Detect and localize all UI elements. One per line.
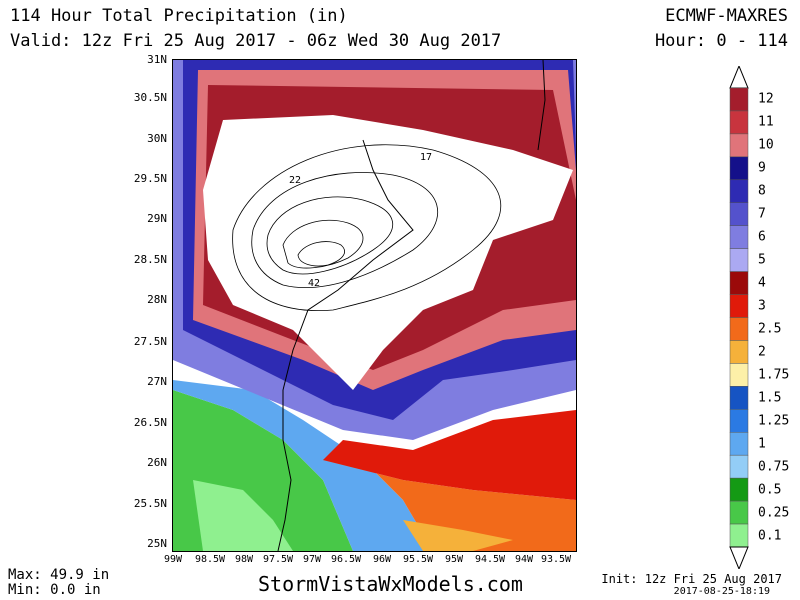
coastline: [277, 139, 414, 551]
colorbar-label: 0.1: [758, 528, 782, 544]
lon-label: 96.5W: [330, 554, 362, 565]
colorbar-swatch: [729, 363, 749, 387]
lon-label: 97.5W: [262, 554, 294, 565]
map-title: 114 Hour Total Precipitation (in): [10, 6, 348, 26]
lat-label: 27N: [147, 375, 167, 388]
lat-label: 29N: [147, 212, 167, 225]
lon-label: 99W: [163, 554, 183, 565]
site-watermark: StormVistaWxModels.com: [258, 572, 523, 596]
max-value: Max: 49.9 in: [8, 567, 110, 583]
colorbar-swatch: [729, 179, 749, 204]
colorbar-label: 1.25: [758, 413, 790, 429]
lat-label: 26N: [147, 456, 167, 469]
colorbar-swatch: [729, 500, 749, 525]
colorbar-label: 5: [758, 252, 766, 268]
colorbar-swatch: [729, 294, 749, 318]
colorbar-swatch: [729, 477, 749, 502]
lon-label: 96W: [372, 554, 392, 565]
lon-label: 94W: [514, 554, 534, 565]
colorbar-swatch: [729, 317, 749, 341]
colorbar-swatch: [729, 409, 749, 433]
lon-label: 95W: [444, 554, 464, 565]
orange-zone: [323, 460, 576, 551]
lon-label: 95.5W: [402, 554, 434, 565]
lat-label: 31N: [147, 53, 167, 66]
colorbar-swatch: [729, 225, 749, 249]
colorbar-label: 7: [758, 206, 766, 222]
colorbar-swatch: [729, 271, 749, 295]
lon-label: 93.5W: [540, 554, 572, 565]
lat-label: 27.5N: [133, 335, 167, 348]
colorbar-label: 3: [758, 298, 766, 314]
blue-zone: [173, 380, 433, 551]
lon-label: 98W: [234, 554, 254, 565]
contour-label-22: 22: [289, 175, 301, 186]
forecast-hour-range: Hour: 0 - 114: [654, 31, 788, 51]
colorbar-swatch: [729, 110, 749, 135]
lon-label: 97W: [302, 554, 322, 565]
colorbar-swatch: [729, 156, 749, 181]
colorbar-label: 12: [758, 91, 774, 107]
lat-label: 26.5N: [133, 416, 167, 429]
colorbar-swatch: [729, 202, 749, 226]
yellow-zone: [403, 520, 513, 551]
colorbar-swatch: [729, 523, 749, 548]
colorbar-swatch: [729, 133, 749, 158]
colorbar-label: 2: [758, 344, 766, 360]
colorbar-swatch: [729, 454, 749, 479]
colorbar-top-arrow: [729, 66, 749, 89]
lon-label: 98.5W: [194, 554, 226, 565]
colorbar: [729, 66, 749, 569]
colorbar-label: 4: [758, 275, 766, 291]
heavy-rain-core: [203, 115, 573, 390]
render-timestamp: 2017-08-25-18:19: [673, 586, 770, 597]
colorbar-label: 10: [758, 137, 774, 153]
light-green-zone: [193, 480, 293, 551]
colorbar-label: 6: [758, 229, 766, 245]
lat-label: 25.5N: [133, 497, 167, 510]
lon-label: 94.5W: [474, 554, 506, 565]
colorbar-label: 9: [758, 160, 766, 176]
colorbar-label: 1.75: [758, 367, 790, 383]
lat-label: 28N: [147, 293, 167, 306]
colorbar-label: 2.5: [758, 321, 782, 337]
colorbar-swatch: [729, 432, 749, 456]
contour-lines: [232, 144, 502, 312]
colorbar-label: 11: [758, 114, 774, 130]
colorbar-swatch: [729, 386, 749, 410]
colorbar-label: 0.25: [758, 505, 790, 521]
valid-time: Valid: 12z Fri 25 Aug 2017 - 06z Wed 30 …: [10, 31, 502, 51]
init-time: Init: 12z Fri 25 Aug 2017: [601, 572, 782, 586]
colorbar-label: 0.5: [758, 482, 782, 498]
colorbar-label: 0.75: [758, 459, 790, 475]
lat-label: 25N: [147, 537, 167, 550]
lat-label: 30N: [147, 132, 167, 145]
colorbar-swatch: [729, 87, 749, 112]
state-border: [537, 60, 546, 151]
colorbar-swatch: [729, 248, 749, 272]
precipitation-map: 17 22 42: [172, 59, 577, 552]
colorbar-label: 8: [758, 183, 766, 199]
contour-label-17: 17: [420, 152, 432, 163]
model-name: ECMWF-MAXRES: [665, 6, 788, 26]
lat-label: 29.5N: [133, 172, 167, 185]
lat-label: 30.5N: [133, 91, 167, 104]
colorbar-bottom-arrow: [729, 546, 749, 569]
colorbar-swatch: [729, 340, 749, 364]
lat-label: 28.5N: [133, 253, 167, 266]
min-value: Min: 0.0 in: [8, 582, 101, 598]
colorbar-label: 1.5: [758, 390, 782, 406]
colorbar-label: 1: [758, 436, 766, 452]
contour-label-42: 42: [308, 278, 320, 289]
red-gulf-zone: [323, 410, 576, 500]
